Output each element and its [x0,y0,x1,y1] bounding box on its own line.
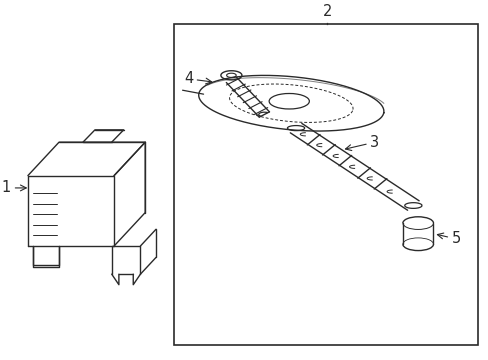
Text: 1: 1 [2,180,26,195]
Text: 5: 5 [437,231,460,247]
Bar [174,24,477,345]
Text: 3: 3 [345,135,379,150]
Text: 4: 4 [183,71,211,86]
Text: 2: 2 [322,4,331,19]
